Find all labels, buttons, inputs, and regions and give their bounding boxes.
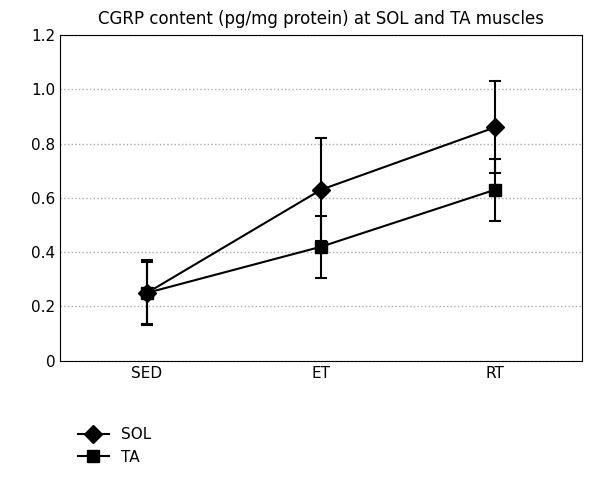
Legend: SOL, TA: SOL, TA xyxy=(78,427,151,464)
Title: CGRP content (pg/mg protein) at SOL and TA muscles: CGRP content (pg/mg protein) at SOL and … xyxy=(98,10,544,28)
